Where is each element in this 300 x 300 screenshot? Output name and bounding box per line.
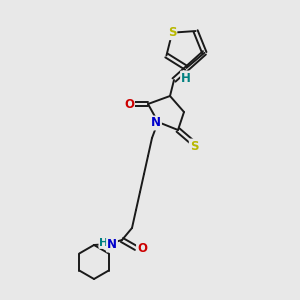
Text: O: O (137, 242, 147, 254)
Text: H: H (181, 71, 191, 85)
Text: N: N (107, 238, 117, 251)
Text: N: N (151, 116, 161, 130)
Text: O: O (124, 98, 134, 110)
Text: H: H (99, 238, 109, 248)
Text: S: S (168, 26, 176, 39)
Text: S: S (190, 140, 198, 152)
